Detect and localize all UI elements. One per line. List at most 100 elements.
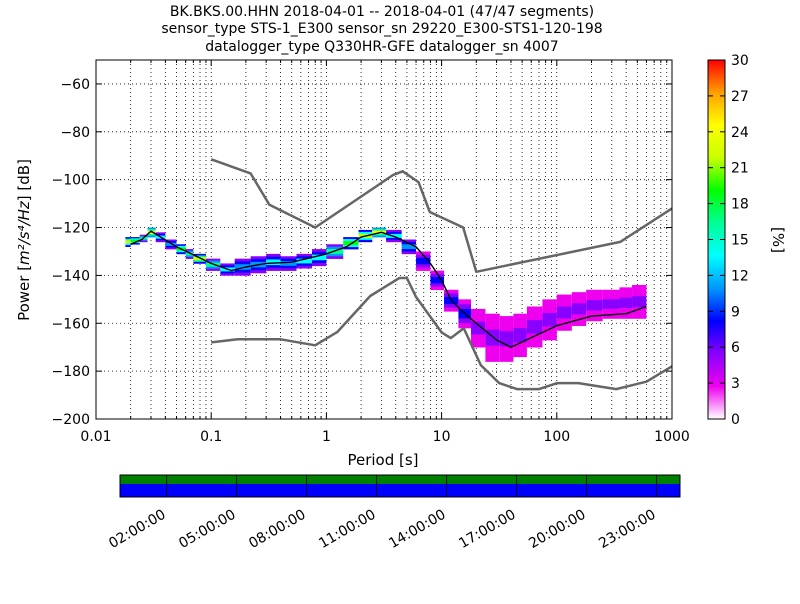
psd-cell [250, 267, 267, 271]
psd-cell [193, 258, 206, 261]
psd-cell [386, 229, 402, 233]
colorbar-tick-label: 6 [731, 340, 740, 356]
psd-cell [139, 235, 148, 238]
psd-cell [586, 305, 603, 311]
psd-cell [430, 280, 445, 284]
y-tick-label: −80 [60, 125, 90, 141]
psd-cell [571, 320, 587, 326]
psd-cell [619, 313, 633, 319]
psd-cell [343, 247, 359, 250]
psd-cell [185, 257, 194, 259]
psd-cell [165, 247, 177, 250]
psd-cell [155, 233, 166, 236]
psd-cell [296, 265, 313, 269]
x-tick-label: 10 [433, 429, 451, 445]
psd-cell [193, 253, 206, 256]
psd-cell [526, 340, 543, 348]
psd-cell [513, 335, 527, 343]
psd-cell [386, 231, 402, 235]
psd-cell [372, 227, 387, 230]
psd-cell [416, 264, 431, 268]
psd-cell [205, 264, 221, 267]
psd-cell [401, 246, 417, 250]
psd-cell [416, 267, 431, 271]
psd-cell [571, 297, 587, 304]
timeline-tick-label: 11:00:00 [316, 507, 378, 552]
psd-cell [280, 256, 297, 259]
psd-cell [602, 294, 620, 300]
psd-cell [632, 312, 647, 319]
psd-cell [234, 261, 251, 265]
psd-cell [556, 294, 572, 301]
psd-cell [139, 238, 148, 240]
psd-cell [485, 313, 500, 322]
y-tick-label: −140 [52, 268, 90, 284]
psd-cell [416, 251, 431, 255]
psd-cell [556, 318, 572, 325]
title-line-3: datalogger_type Q330HR-GFE datalogger_sn… [205, 39, 558, 55]
psd-cell [130, 238, 140, 240]
psd-cell [542, 326, 557, 334]
psd-cell [485, 345, 500, 354]
psd-cell [526, 326, 543, 334]
colorbar-tick-label: 21 [731, 161, 749, 177]
curve-nlnm [211, 276, 673, 391]
psd-cell [155, 240, 166, 243]
colorbar-tick-label: 27 [731, 89, 749, 105]
timeline-tick-label: 17:00:00 [456, 507, 518, 552]
psd-cell [513, 313, 527, 322]
colorbar-tick-label: 18 [731, 197, 749, 213]
timeline-tick-label: 20:00:00 [526, 507, 588, 552]
psd-cell [556, 306, 572, 313]
y-tick-label: −100 [52, 173, 90, 189]
psd-cell [296, 256, 313, 259]
psd-cell [147, 235, 156, 238]
psd-cell [147, 232, 156, 235]
psd-cell [416, 261, 431, 265]
psd-cell [147, 227, 156, 230]
psd-cell [485, 337, 500, 346]
psd-cell [499, 346, 514, 355]
psd-cell [632, 290, 647, 297]
psd-cell [602, 289, 620, 295]
psd-cell [165, 245, 177, 248]
psd-cell [139, 234, 148, 237]
psd-cell [586, 315, 603, 322]
psd-cell [139, 239, 148, 241]
psd-cell [296, 253, 313, 257]
psd-cell [444, 293, 459, 298]
psd-cell [458, 299, 472, 305]
psd-cell [619, 308, 633, 314]
psd-cell [499, 353, 514, 362]
timeline-tick-label: 08:00:00 [246, 507, 308, 552]
psd-cell [266, 262, 281, 266]
psd-cell [205, 260, 221, 263]
psd-cell [556, 324, 572, 331]
psd-cell [130, 243, 140, 245]
x-tick-label: 100 [543, 429, 570, 445]
colorbar-tick-label: 0 [731, 412, 740, 428]
timeline-tick-label: 02:00:00 [106, 507, 168, 552]
psd-cell [372, 235, 387, 238]
title-line-1: BK.BKS.00.HHN 2018-04-01 -- 2018-04-01 (… [170, 4, 594, 20]
psd-cell [176, 252, 186, 255]
psd-cell [602, 308, 620, 314]
psd-cell [372, 230, 387, 233]
timeline-frame [119, 474, 681, 498]
psd-cell [266, 267, 281, 271]
psd-cell [165, 239, 177, 242]
psd-cell [632, 301, 647, 308]
psd-cell [619, 302, 633, 309]
psd-density-cells [125, 227, 647, 362]
psd-cell [205, 268, 221, 271]
psd-cell [430, 276, 445, 281]
x-tick-label: 1 [322, 429, 331, 445]
y-tick-label: −180 [52, 364, 90, 380]
psd-cell [205, 266, 221, 269]
psd-cell [326, 244, 344, 247]
timeline-tick-label: 05:00:00 [176, 507, 238, 552]
psd-cell [165, 244, 177, 247]
psd-cell [416, 254, 431, 259]
psd-cell [176, 249, 186, 251]
data-coverage-timeline [119, 474, 681, 498]
